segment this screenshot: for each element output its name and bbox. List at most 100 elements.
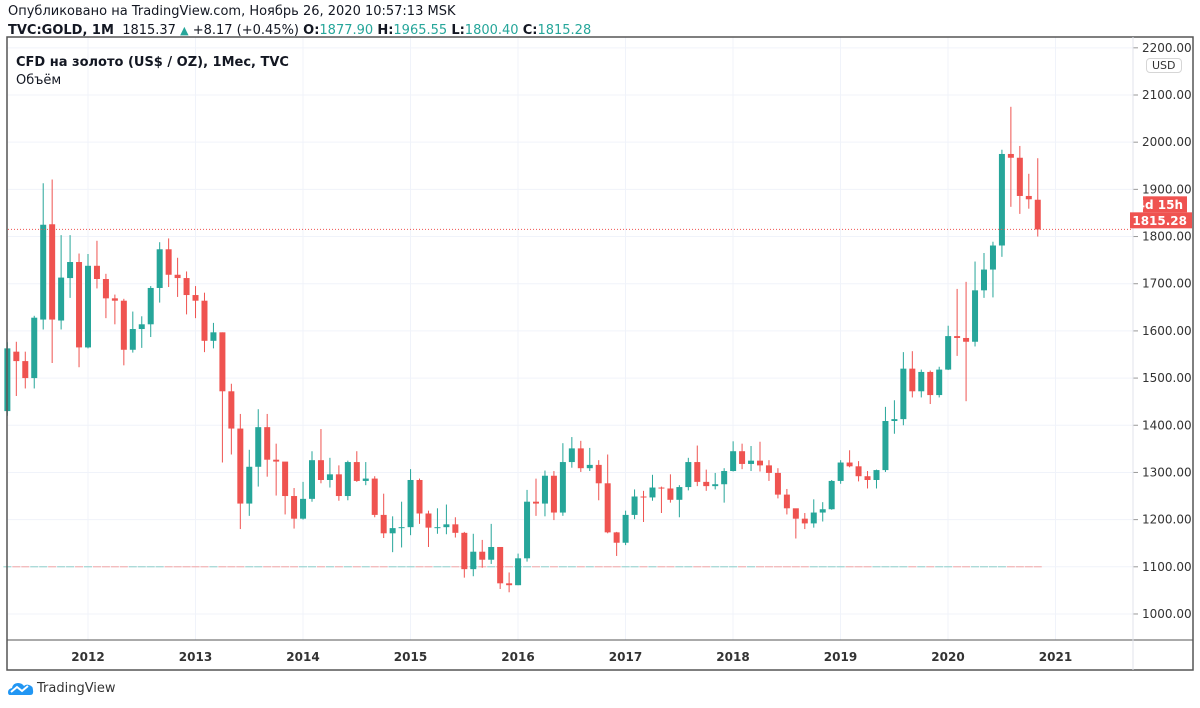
price-tick-label: 1200.00 bbox=[1142, 513, 1192, 527]
time-tick-label: 2020 bbox=[931, 650, 964, 664]
candle-body bbox=[488, 546, 495, 560]
candle-body bbox=[452, 524, 459, 533]
candle bbox=[998, 149, 1005, 257]
candle bbox=[488, 523, 495, 564]
candle bbox=[309, 451, 315, 502]
time-tick-label: 2014 bbox=[286, 650, 319, 664]
candle-body bbox=[416, 479, 423, 514]
candle-body bbox=[183, 278, 190, 296]
candle bbox=[649, 474, 656, 501]
candle bbox=[658, 486, 665, 514]
last-price-label: 1815.28 4d 15h bbox=[1130, 196, 1192, 229]
candle bbox=[264, 413, 271, 477]
candle bbox=[819, 502, 826, 522]
candle-body bbox=[201, 300, 208, 341]
candle bbox=[479, 539, 486, 568]
candle bbox=[595, 460, 602, 501]
time-tick-label: 2018 bbox=[716, 650, 749, 664]
candle-body bbox=[631, 496, 638, 515]
candle bbox=[362, 462, 369, 486]
candle-body bbox=[819, 509, 826, 513]
candle-body bbox=[174, 274, 181, 279]
candle bbox=[694, 445, 701, 487]
candle bbox=[22, 351, 29, 389]
open-label: O: bbox=[303, 23, 320, 38]
candle bbox=[568, 437, 575, 468]
candle bbox=[93, 240, 100, 289]
candle-body bbox=[900, 368, 907, 420]
candle bbox=[676, 485, 683, 518]
bar-countdown: 4d 15h bbox=[1137, 198, 1183, 212]
candle-body bbox=[425, 513, 432, 528]
candle-body bbox=[909, 368, 916, 392]
candle-body bbox=[774, 472, 781, 495]
candle bbox=[927, 370, 934, 405]
candle bbox=[783, 488, 790, 515]
candle-body bbox=[765, 465, 772, 473]
chart-title: CFD на золото (US$ / OZ), 1Мес, TVC bbox=[16, 55, 289, 70]
candle-body bbox=[219, 332, 226, 392]
candle-body bbox=[757, 460, 763, 466]
candle-body bbox=[93, 265, 100, 280]
candle-body bbox=[147, 287, 154, 325]
candle-body bbox=[210, 332, 217, 341]
price-tick-label: 1100.00 bbox=[1142, 560, 1192, 574]
candle bbox=[801, 513, 808, 530]
candle-body bbox=[703, 481, 710, 487]
candle-body bbox=[954, 336, 961, 338]
published-caption: Опубликовано на TradingView.com, Ноябрь … bbox=[8, 4, 456, 19]
volume-indicator-label[interactable]: Объём bbox=[16, 73, 62, 88]
candle bbox=[102, 273, 109, 319]
candle-body bbox=[22, 361, 29, 379]
currency-button[interactable]: USD bbox=[1146, 58, 1182, 73]
price-tick-label: 1900.00 bbox=[1142, 182, 1192, 196]
candle bbox=[237, 413, 244, 530]
candle-body bbox=[524, 501, 531, 559]
candle-body bbox=[353, 462, 360, 481]
candle bbox=[201, 292, 208, 353]
candle-body bbox=[846, 462, 853, 467]
price-tick-label: 1000.00 bbox=[1142, 607, 1192, 621]
candle-body bbox=[855, 466, 862, 477]
price-tick-label: 2100.00 bbox=[1142, 88, 1192, 102]
candle bbox=[228, 383, 235, 455]
candle-body bbox=[282, 461, 289, 497]
high-label: H: bbox=[377, 23, 394, 38]
candle bbox=[541, 470, 548, 517]
candle-body bbox=[264, 427, 271, 460]
candle bbox=[837, 460, 844, 484]
up-arrow-icon: ▲ bbox=[180, 24, 189, 37]
candle-body bbox=[640, 496, 647, 498]
candle-body bbox=[291, 496, 298, 519]
candle-body bbox=[963, 337, 970, 342]
candle bbox=[989, 241, 996, 298]
candle bbox=[111, 294, 118, 325]
open-value: 1877.90 bbox=[319, 23, 374, 38]
candle bbox=[192, 286, 199, 319]
candle bbox=[76, 253, 83, 368]
candle bbox=[398, 501, 405, 548]
tradingview-cloud-icon bbox=[8, 683, 34, 695]
candle bbox=[667, 474, 674, 503]
candle-body bbox=[676, 487, 683, 500]
candle bbox=[452, 517, 459, 538]
candle-body bbox=[76, 262, 83, 348]
tradingview-logo[interactable]: TradingView bbox=[8, 680, 116, 696]
candle-body bbox=[111, 298, 118, 301]
candle-body bbox=[694, 462, 701, 482]
candle-body bbox=[604, 483, 611, 533]
candle bbox=[864, 471, 871, 489]
candle-body bbox=[927, 371, 934, 396]
candle bbox=[470, 533, 477, 577]
candle bbox=[300, 481, 307, 520]
candle-body bbox=[989, 245, 996, 270]
candle-body bbox=[58, 277, 65, 321]
candle-body bbox=[407, 479, 414, 528]
candle bbox=[165, 238, 172, 288]
candle-body bbox=[559, 462, 566, 513]
candle-body bbox=[434, 527, 441, 529]
candle bbox=[524, 489, 531, 562]
low-value: 1800.40 bbox=[464, 23, 519, 38]
candle bbox=[792, 508, 799, 539]
